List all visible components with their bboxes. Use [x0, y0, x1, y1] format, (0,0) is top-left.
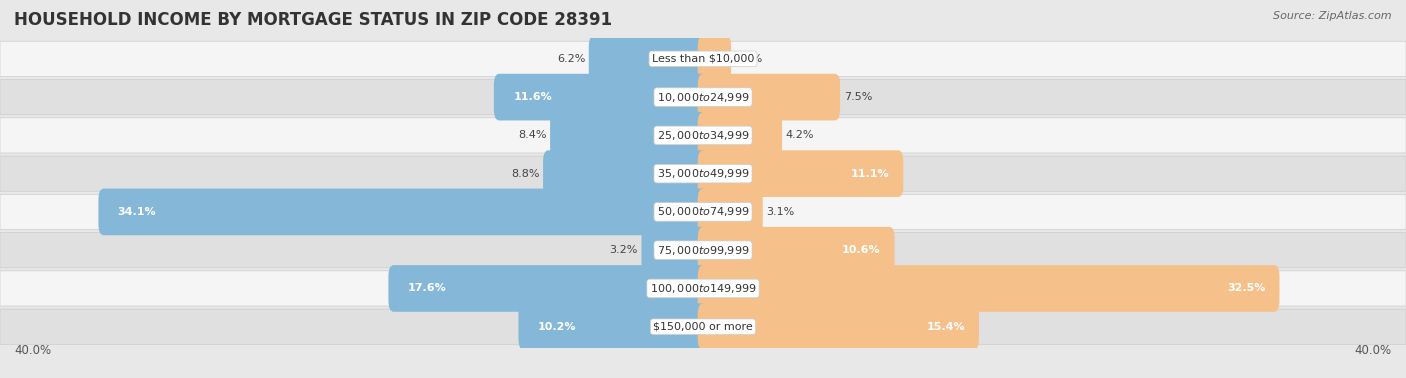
Text: 17.6%: 17.6%	[408, 284, 447, 293]
Text: 7.5%: 7.5%	[844, 92, 872, 102]
FancyBboxPatch shape	[0, 118, 1406, 153]
FancyBboxPatch shape	[388, 265, 709, 312]
FancyBboxPatch shape	[641, 227, 709, 274]
Text: $150,000 or more: $150,000 or more	[654, 322, 752, 332]
FancyBboxPatch shape	[98, 189, 709, 235]
Text: 32.5%: 32.5%	[1227, 284, 1265, 293]
Text: $25,000 to $34,999: $25,000 to $34,999	[657, 129, 749, 142]
FancyBboxPatch shape	[0, 232, 1406, 268]
FancyBboxPatch shape	[697, 150, 904, 197]
Text: 8.8%: 8.8%	[510, 169, 540, 179]
Text: 40.0%: 40.0%	[14, 344, 51, 357]
FancyBboxPatch shape	[697, 189, 762, 235]
Text: $100,000 to $149,999: $100,000 to $149,999	[650, 282, 756, 295]
FancyBboxPatch shape	[697, 74, 841, 121]
Text: 10.2%: 10.2%	[538, 322, 576, 332]
FancyBboxPatch shape	[697, 36, 731, 82]
Text: 10.6%: 10.6%	[842, 245, 880, 255]
FancyBboxPatch shape	[543, 150, 709, 197]
Text: $50,000 to $74,999: $50,000 to $74,999	[657, 205, 749, 218]
Text: 4.2%: 4.2%	[786, 130, 814, 140]
FancyBboxPatch shape	[697, 265, 1279, 312]
FancyBboxPatch shape	[697, 227, 894, 274]
FancyBboxPatch shape	[0, 271, 1406, 306]
FancyBboxPatch shape	[0, 309, 1406, 344]
Text: 15.4%: 15.4%	[927, 322, 965, 332]
FancyBboxPatch shape	[697, 304, 979, 350]
Text: 1.3%: 1.3%	[734, 54, 763, 64]
Text: 3.1%: 3.1%	[766, 207, 794, 217]
Text: $35,000 to $49,999: $35,000 to $49,999	[657, 167, 749, 180]
FancyBboxPatch shape	[494, 74, 709, 121]
FancyBboxPatch shape	[519, 304, 709, 350]
Text: 6.2%: 6.2%	[557, 54, 585, 64]
Text: 40.0%: 40.0%	[1355, 344, 1392, 357]
FancyBboxPatch shape	[0, 41, 1406, 76]
Text: $75,000 to $99,999: $75,000 to $99,999	[657, 244, 749, 257]
Text: Source: ZipAtlas.com: Source: ZipAtlas.com	[1274, 11, 1392, 21]
Text: 34.1%: 34.1%	[118, 207, 156, 217]
Text: 3.2%: 3.2%	[610, 245, 638, 255]
Text: $10,000 to $24,999: $10,000 to $24,999	[657, 91, 749, 104]
FancyBboxPatch shape	[0, 194, 1406, 229]
Text: HOUSEHOLD INCOME BY MORTGAGE STATUS IN ZIP CODE 28391: HOUSEHOLD INCOME BY MORTGAGE STATUS IN Z…	[14, 11, 612, 29]
FancyBboxPatch shape	[550, 112, 709, 159]
FancyBboxPatch shape	[0, 156, 1406, 191]
Text: 8.4%: 8.4%	[517, 130, 547, 140]
Text: 11.1%: 11.1%	[851, 169, 889, 179]
FancyBboxPatch shape	[0, 79, 1406, 115]
FancyBboxPatch shape	[589, 36, 709, 82]
FancyBboxPatch shape	[697, 112, 782, 159]
Text: 11.6%: 11.6%	[513, 92, 553, 102]
Text: Less than $10,000: Less than $10,000	[652, 54, 754, 64]
